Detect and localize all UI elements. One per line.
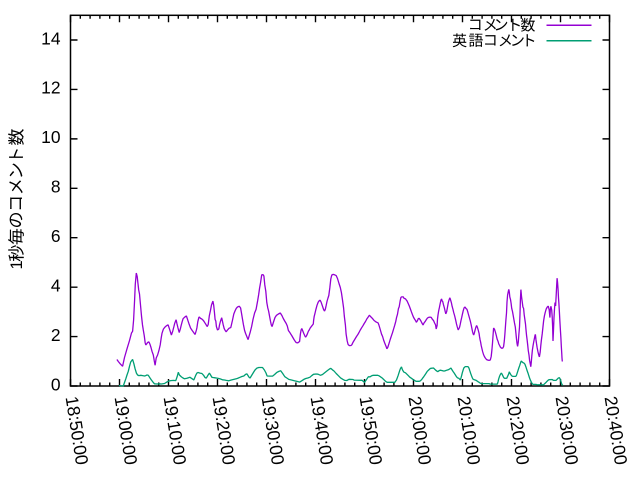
svg-text:12: 12 xyxy=(41,78,60,98)
svg-text:4: 4 xyxy=(51,275,61,295)
svg-text:2: 2 xyxy=(51,325,61,345)
svg-text:1: 1 xyxy=(8,260,26,269)
svg-text:6: 6 xyxy=(51,226,61,246)
svg-text:10: 10 xyxy=(41,127,60,147)
svg-text:8: 8 xyxy=(51,177,61,197)
svg-text:14: 14 xyxy=(41,28,61,48)
svg-text:0: 0 xyxy=(51,374,61,394)
